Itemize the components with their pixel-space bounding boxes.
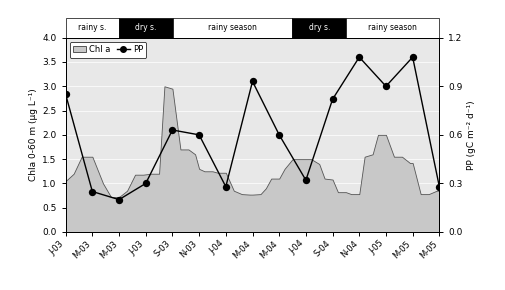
Point: [382, 84, 390, 89]
Point: [142, 181, 150, 186]
Point: [355, 55, 363, 59]
Y-axis label: PP (gC m⁻² d⁻¹): PP (gC m⁻² d⁻¹): [467, 100, 476, 170]
Bar: [173, 18, 292, 38]
Bar: [346, 18, 439, 38]
Point: [435, 184, 443, 189]
Point: [62, 92, 70, 97]
Text: rainy season: rainy season: [368, 23, 417, 32]
Legend: Chl a, PP: Chl a, PP: [70, 42, 146, 57]
Point: [168, 128, 176, 132]
Point: [329, 97, 337, 101]
Point: [302, 178, 310, 182]
Bar: [66, 18, 119, 38]
Text: dry s.: dry s.: [309, 23, 330, 32]
Point: [195, 133, 203, 137]
Text: rainy season: rainy season: [208, 23, 257, 32]
Bar: [292, 18, 346, 38]
Point: [409, 55, 417, 59]
Y-axis label: Chla 0-60 m (μg L⁻¹): Chla 0-60 m (μg L⁻¹): [29, 88, 38, 181]
Point: [88, 189, 96, 194]
Point: [248, 79, 257, 84]
Point: [222, 184, 230, 189]
Bar: [119, 18, 173, 38]
Text: dry s.: dry s.: [135, 23, 157, 32]
Point: [275, 133, 283, 137]
Point: [115, 197, 123, 202]
Text: rainy s.: rainy s.: [78, 23, 107, 32]
